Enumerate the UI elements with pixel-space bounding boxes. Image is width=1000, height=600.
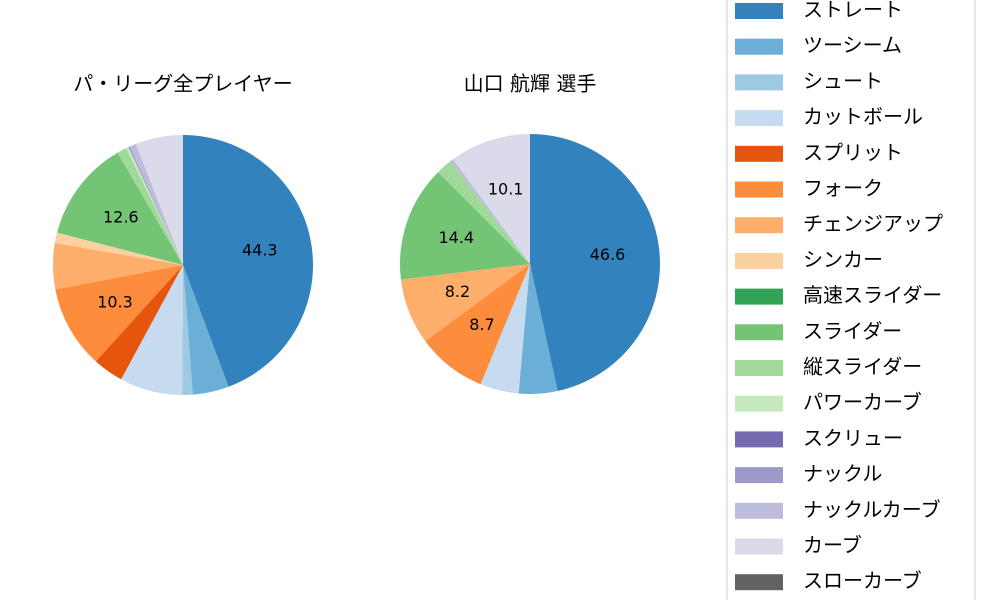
pie-slice [57,152,183,265]
legend-swatch [735,502,783,519]
legend-label: 縦スライダー [803,355,922,379]
pie-slice [135,135,183,265]
legend-label: スローカーブ [803,569,922,593]
legend-swatch [735,110,783,127]
legend-swatch [735,288,783,305]
slice-label: 8.7 [469,315,494,334]
pie-slice [438,161,530,264]
legend-label: パワーカーブ [803,390,922,414]
pie-slice [425,264,530,385]
legend-label: シュート [803,69,883,93]
legend-box [726,0,976,600]
legend-label: カットボール [803,105,923,129]
legend-swatch [735,538,783,555]
pie-slice [126,147,183,265]
legend-swatch [735,38,783,55]
slice-label: 8.2 [445,282,470,301]
pie-slice [117,148,183,265]
legend-label: スプリット [803,140,903,164]
legend-swatch [735,324,783,341]
legend-label: フォーク [803,176,883,200]
pie-slice [95,265,183,380]
slice-label: 12.6 [103,207,139,226]
slice-label: 46.6 [590,245,626,264]
legend-label: スクリュー [803,426,903,450]
slice-label: 44.3 [242,241,278,260]
pie-slice [128,146,183,265]
legend-swatch [735,431,783,448]
slice-label: 14.4 [438,228,474,247]
legend-swatch [735,181,783,198]
legend-label: ストレート [803,0,903,22]
pie-slice [53,243,183,290]
pie-slice [182,265,193,395]
pie-slice [452,134,530,264]
pie-slice [518,264,558,394]
slice-label: 10.3 [97,293,133,312]
legend-label: 高速スライダー [803,283,942,307]
legend-label: ツーシーム [803,33,902,57]
legend-swatch [735,252,783,269]
legend-swatch [735,217,783,234]
legend-swatch [735,574,783,591]
pie-slice [183,135,314,387]
legend-swatch [735,467,783,484]
legend-label: シンカー [803,247,883,271]
legend-swatch [735,360,783,376]
legend-label: カーブ [803,533,862,557]
legend-label: チェンジアップ [803,212,943,236]
legend-label: スライダー [803,319,902,343]
legend-label: ナックル [803,462,882,486]
pie-slice [183,265,229,395]
chart-title: 山口 航輝 選手 [464,72,597,96]
legend-swatch [735,145,783,162]
legend-swatch [735,74,783,91]
pie-slice [400,172,530,280]
legend-swatch [735,3,783,19]
pie-slice [480,264,530,394]
chart-title: パ・リーグ全プレイヤー [73,72,292,96]
pie-slice [55,265,183,362]
pie-slice [121,265,183,395]
pie-slice [129,143,183,265]
pie-slice [530,134,660,392]
legend-label: ナックルカーブ [803,497,941,521]
legend-swatch [735,395,783,412]
pie-slice [54,232,183,265]
pie-slice [450,159,530,264]
pie-slice [400,264,530,342]
slice-label: 10.1 [488,179,524,198]
